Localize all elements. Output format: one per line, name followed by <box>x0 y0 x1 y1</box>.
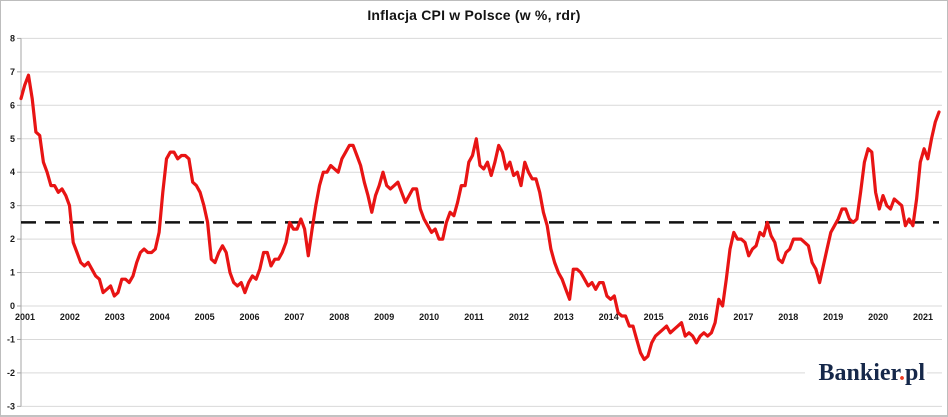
y-tick-label: -2 <box>7 368 15 378</box>
x-tick-label: 2006 <box>239 312 259 322</box>
y-tick-label: 6 <box>10 100 15 110</box>
bankier-logo: Bankier.pl <box>804 359 927 389</box>
x-tick-label: 2017 <box>733 312 753 322</box>
x-tick-label: 2005 <box>195 312 215 322</box>
x-tick-label: 2015 <box>644 312 664 322</box>
x-tick-label: 2019 <box>823 312 843 322</box>
y-tick-label: 4 <box>10 167 15 177</box>
y-tick-label: 8 <box>10 33 15 43</box>
cpi-series-line <box>19 73 941 362</box>
y-tick-label: -3 <box>7 401 15 411</box>
x-tick-label: 2014 <box>599 312 619 322</box>
x-tick-label: 2004 <box>150 312 170 322</box>
x-tick-label: 2013 <box>554 312 574 322</box>
y-tick-label: 5 <box>10 134 15 144</box>
bankier-logo-dot: . <box>898 360 905 386</box>
x-tick-label: 2020 <box>868 312 888 322</box>
x-tick-label: 2007 <box>284 312 304 322</box>
x-tick-label: 2002 <box>60 312 80 322</box>
y-tick-label: -1 <box>7 334 15 344</box>
x-tick-label: 2009 <box>374 312 394 322</box>
x-tick-label: 2011 <box>464 312 484 322</box>
x-tick-label: 2021 <box>913 312 933 322</box>
x-tick-label: 2008 <box>329 312 349 322</box>
x-tick-label: 2001 <box>15 312 35 322</box>
x-tick-label: 2016 <box>688 312 708 322</box>
x-tick-label: 2010 <box>419 312 439 322</box>
x-tick-label: 2012 <box>509 312 529 322</box>
bankier-logo-text: Bankier <box>818 360 899 386</box>
y-tick-label: 7 <box>10 67 15 77</box>
bankier-logo-suffix: pl <box>904 360 925 386</box>
chart-title: Inflacja CPI w Polsce (w %, rdr) <box>367 7 581 23</box>
y-tick-label: 0 <box>10 301 15 311</box>
x-tick-label: 2018 <box>778 312 798 322</box>
y-tick-label: 1 <box>10 268 15 278</box>
y-tick-label: 3 <box>10 201 15 211</box>
y-tick-label: 2 <box>10 234 15 244</box>
x-tick-label: 2003 <box>105 312 125 322</box>
